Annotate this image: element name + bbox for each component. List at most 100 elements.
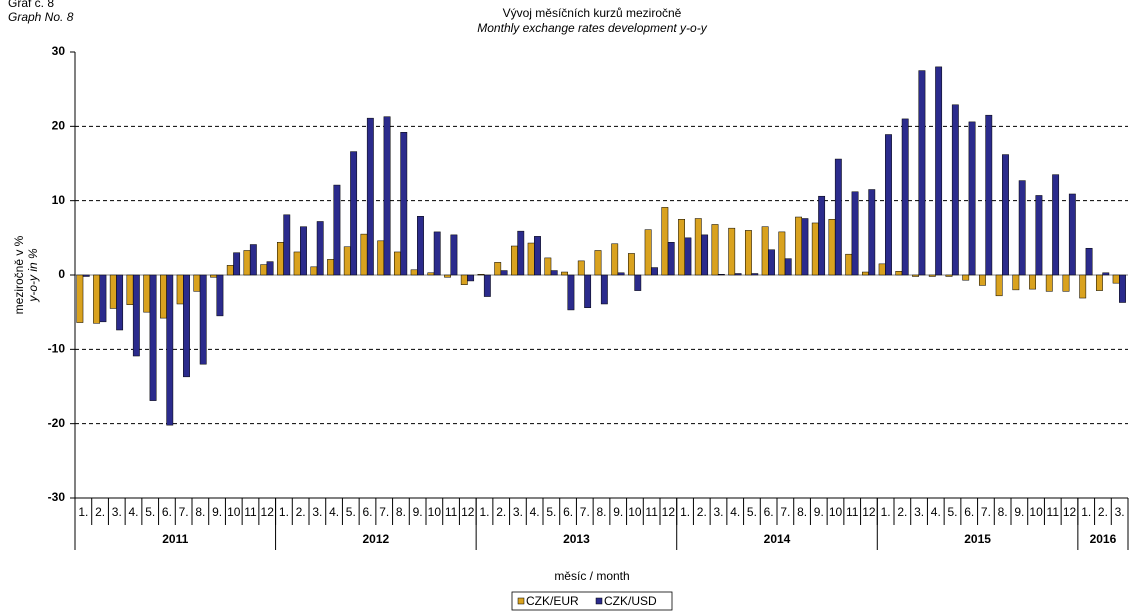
bar (333, 184, 341, 276)
bar (310, 266, 318, 276)
x-tick-label: 10 (628, 505, 642, 519)
bar (561, 271, 568, 276)
bar (795, 216, 802, 276)
bar (684, 237, 692, 276)
bar (360, 233, 368, 276)
bar (717, 274, 725, 276)
bar (768, 249, 775, 276)
x-tick-label: 9. (1014, 505, 1024, 519)
x-tick-label: 12 (1063, 505, 1077, 519)
bar (143, 274, 151, 313)
legend-swatch (595, 597, 603, 605)
x-tick-label: 8. (797, 505, 807, 519)
bar (116, 274, 124, 331)
bar (734, 273, 742, 276)
x-tick-label: 7. (780, 505, 790, 519)
year-label: 2011 (162, 532, 188, 546)
bar (962, 274, 970, 281)
bar (918, 70, 926, 276)
x-tick-label: 5. (747, 505, 757, 519)
x-tick-label: 7. (981, 505, 991, 519)
bar (544, 257, 552, 276)
bar (199, 274, 207, 365)
x-tick-label: 12 (461, 505, 475, 519)
bar (577, 260, 585, 276)
x-tick-label: 7. (379, 505, 389, 519)
bar (945, 274, 953, 277)
y-label: y-o-y in % (26, 248, 40, 303)
bar (366, 117, 374, 276)
bar (744, 230, 752, 276)
x-tick-label: 12 (662, 505, 676, 519)
bar (861, 271, 869, 276)
bar (483, 274, 491, 297)
x-tick-label: 5. (947, 505, 957, 519)
bar (126, 274, 134, 305)
bar (243, 250, 251, 276)
x-tick-label: 9. (814, 505, 824, 519)
bar (885, 134, 892, 276)
bar (316, 221, 324, 276)
x-tick-label: 2. (95, 505, 105, 519)
x-label: měsíc / month (554, 569, 629, 583)
bar (444, 274, 451, 278)
bar (667, 242, 675, 276)
bar (845, 253, 853, 276)
x-tick-label: 11 (645, 505, 658, 519)
bar (694, 218, 702, 276)
legend-swatch (517, 597, 525, 605)
x-tick-label: 6. (563, 505, 573, 519)
x-tick-label: 4. (530, 505, 540, 519)
x-tick-label: 5. (346, 505, 356, 519)
bar (644, 229, 652, 276)
bar (1085, 247, 1093, 276)
bar (166, 274, 174, 426)
bar (895, 271, 903, 276)
bar (377, 240, 385, 276)
bar (1012, 274, 1020, 291)
x-tick-label: 2. (296, 505, 306, 519)
bar (410, 269, 418, 276)
x-tick-label: 4. (931, 505, 941, 519)
x-tick-label: 1. (1081, 505, 1091, 519)
x-tick-label: 8. (998, 505, 1008, 519)
bar (784, 258, 792, 276)
x-tick-label: 4. (329, 505, 339, 519)
bar (818, 195, 826, 276)
bar (383, 116, 391, 276)
x-tick-label: 11 (244, 505, 257, 519)
x-tick-label: 1. (881, 505, 891, 519)
x-tick-label: 11 (1047, 505, 1060, 519)
x-tick-label: 11 (445, 505, 458, 519)
bar (995, 274, 1003, 297)
bar (266, 261, 274, 276)
bar (1119, 274, 1126, 303)
x-tick-label: 6. (764, 505, 774, 519)
bar (611, 243, 619, 276)
legend-label: CZK/EUR (526, 594, 579, 608)
x-tick-label: 7. (580, 505, 590, 519)
bar (159, 274, 167, 319)
bar (761, 226, 769, 276)
y-tick-label: 30 (52, 44, 66, 58)
x-tick-label: 3. (1115, 505, 1125, 519)
x-tick-label: 3. (312, 505, 322, 519)
bar (450, 234, 458, 276)
bar (149, 274, 157, 401)
x-tick-label: 11 (846, 505, 859, 519)
x-tick-label: 3. (513, 505, 523, 519)
x-tick-label: 2. (496, 505, 506, 519)
bar (417, 216, 424, 276)
y-tick-label: -30 (48, 490, 66, 504)
bar (494, 262, 502, 276)
bar (728, 227, 736, 276)
x-tick-label: 1. (78, 505, 88, 519)
x-tick-label: 5. (145, 505, 155, 519)
bar (1112, 274, 1120, 284)
bar (1062, 274, 1070, 292)
bar (517, 230, 525, 276)
bar (928, 274, 936, 277)
y-tick-label: 10 (52, 193, 66, 207)
bar (460, 274, 468, 285)
